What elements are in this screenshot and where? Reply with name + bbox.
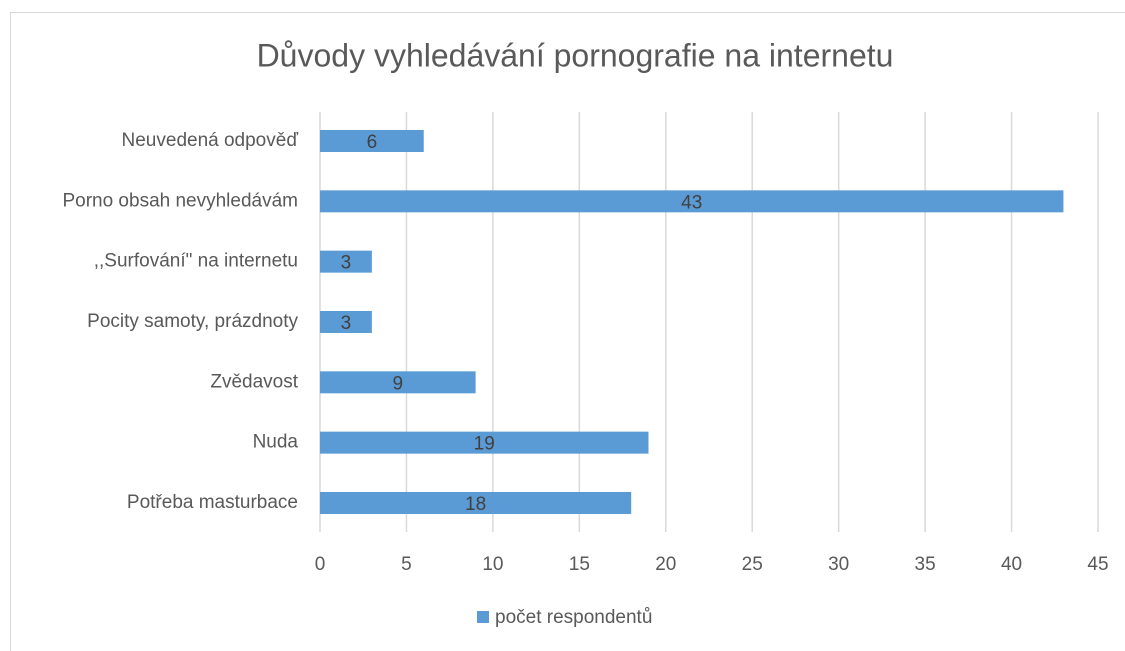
x-tick-label: 45 <box>1087 554 1108 575</box>
x-tick-label: 35 <box>915 554 936 575</box>
x-tick-label: 25 <box>742 554 763 575</box>
bar <box>320 250 372 273</box>
legend-label: počet respondentů <box>495 607 652 628</box>
x-tick-label: 40 <box>1001 554 1022 575</box>
x-tick-label: 0 <box>315 554 326 575</box>
y-tick-label: Zvědavost <box>210 371 298 392</box>
y-tick-label: Neuvedená odpověď <box>122 130 299 151</box>
value-label: 9 <box>393 373 404 394</box>
value-label: 18 <box>465 494 486 515</box>
value-label: 43 <box>681 192 702 213</box>
bar <box>320 130 424 152</box>
y-tick-label: Pocity samoty, prázdnoty <box>87 311 298 332</box>
value-label: 3 <box>341 313 352 334</box>
value-label: 3 <box>341 253 352 274</box>
x-tick-label: 10 <box>482 554 503 575</box>
chart-border <box>10 12 1125 651</box>
bar <box>320 491 632 514</box>
legend-swatch <box>477 611 489 623</box>
x-tick-label: 30 <box>828 554 849 575</box>
y-tick-label: ,,Surfování" na internetu <box>94 251 298 272</box>
bar <box>320 371 476 394</box>
x-tick-label: 5 <box>401 554 412 575</box>
y-tick-label: Potřeba masturbace <box>127 492 298 513</box>
y-tick-label: Nuda <box>253 432 299 453</box>
bar <box>320 190 1064 213</box>
x-tick-label: 20 <box>655 554 676 575</box>
value-label: 6 <box>367 132 378 153</box>
y-tick-label: Porno obsah nevyhledávám <box>62 190 298 211</box>
bar <box>320 431 649 454</box>
x-tick-label: 15 <box>569 554 590 575</box>
value-label: 19 <box>474 434 495 455</box>
bar <box>320 310 372 333</box>
chart-title: Důvody vyhledávání pornografie na intern… <box>257 37 894 73</box>
